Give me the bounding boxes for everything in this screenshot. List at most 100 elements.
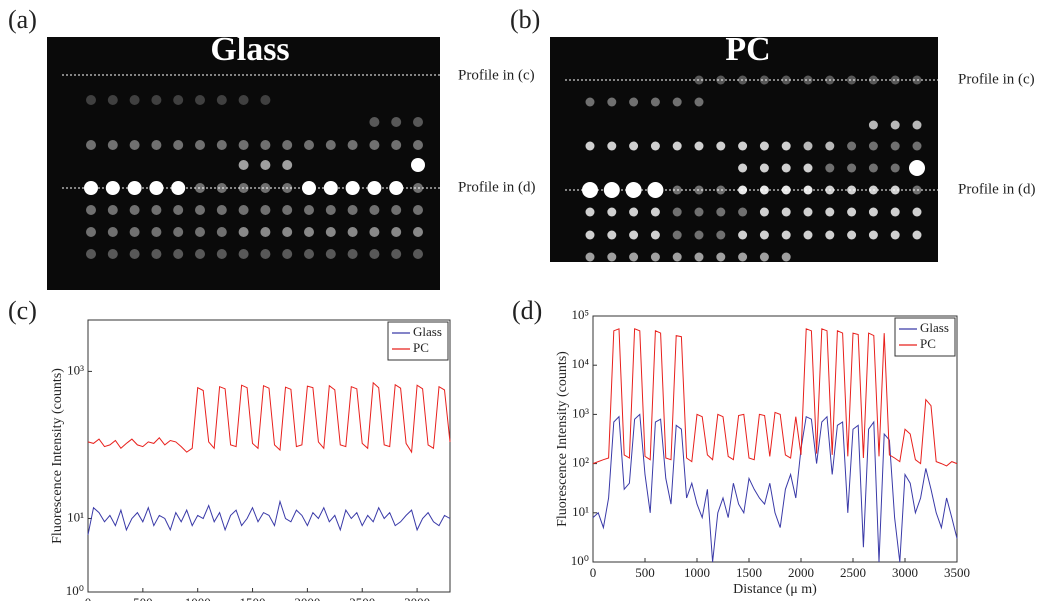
spot [803,163,813,173]
spot [650,252,660,262]
spot [912,120,922,130]
spot [238,140,249,150]
x-tick-label: 3500 [944,565,970,580]
spot [411,158,425,172]
annotation: Profile in (c) [958,71,1035,87]
spot [738,141,748,151]
spot [847,163,857,173]
spot [173,249,184,259]
spot [216,140,227,150]
spot [825,163,835,173]
spot [282,140,293,150]
legend-label: Glass [413,324,442,339]
spot [260,140,271,150]
spot [672,252,682,262]
spot [847,75,857,85]
spot [585,97,595,107]
spot [868,207,878,217]
x-tick-label: 0 [590,565,597,580]
spot [803,230,813,240]
spot [282,227,293,237]
spot [129,227,140,237]
legend-label: PC [920,336,936,351]
spot [716,207,726,217]
spot [304,227,314,237]
panel-label: (b) [510,5,540,34]
spot [585,230,595,240]
spot [825,230,835,240]
y-tick-label: 10⁵ [571,307,589,322]
spot [650,230,660,240]
spot [650,207,660,217]
spot [890,207,900,217]
x-tick-label: 0 [85,595,92,601]
x-tick-label: 500 [635,565,655,580]
spot [129,140,140,150]
spot [238,160,249,170]
spot [216,227,227,237]
spot [759,230,769,240]
spot [413,227,423,237]
spot [282,160,293,170]
spot [149,181,164,195]
spot [413,140,423,150]
spot [781,141,791,151]
spot [607,97,617,107]
x-tick-label: 3000 [892,565,918,580]
legend-box [894,317,956,357]
spot [759,207,769,217]
spot [909,160,925,176]
y-tick-label: 10⁰ [66,583,84,598]
spot [738,163,748,173]
spot [585,141,595,151]
x-tick-label: 1000 [185,595,211,601]
spot [391,205,402,215]
spot [607,230,617,240]
spot [585,207,595,217]
spot [694,207,704,217]
spot [151,95,162,105]
spot [216,95,227,105]
spot [325,249,336,259]
spot [129,205,140,215]
spot [759,141,769,151]
spot [890,75,900,85]
spot [151,205,162,215]
spot [173,140,184,150]
spot [629,252,639,262]
panel-label: (a) [8,5,37,34]
spot [325,205,336,215]
spot [129,249,140,259]
spot [868,230,878,240]
spot [369,117,380,127]
spot [847,230,857,240]
spot [195,205,205,215]
plot-area [87,319,451,593]
spot [629,207,639,217]
spot [890,163,900,173]
x-tick-label: 1000 [684,565,710,580]
spot [607,207,617,217]
spot [347,205,358,215]
spot [716,230,726,240]
spot [912,141,922,151]
spot [603,182,620,198]
spot [86,205,96,215]
line-series [592,328,958,467]
spot [260,95,271,105]
image-title: Glass [210,31,289,68]
spot [607,141,617,151]
spot-array [84,75,925,262]
spot [86,140,96,150]
spot [585,252,595,262]
spot [738,207,748,217]
spot [304,140,314,150]
y-tick-label: 10⁴ [571,356,589,371]
spot [302,181,316,195]
spot [413,205,423,215]
spot [391,140,402,150]
x-axis-label: Distance (μ m) [733,582,817,597]
panel-label: (c) [8,296,37,325]
spot [173,227,184,237]
spot [238,95,249,105]
